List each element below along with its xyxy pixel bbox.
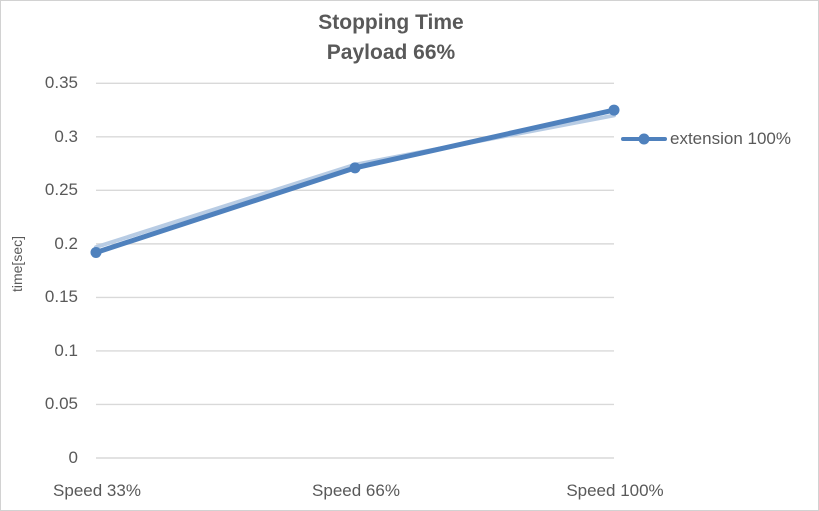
x-tick-label: Speed 100% [566,481,664,500]
x-tick-label: Speed 66% [312,481,400,500]
data-point-marker [608,104,620,116]
legend-entry-label: extension 100% [670,129,791,148]
x-tick-label: Speed 33% [53,481,141,500]
legend-line-marker-icon [621,133,667,145]
chart-title-block: Stopping Time Payload 66% [1,8,781,68]
y-tick-label: 0.1 [54,340,78,360]
y-tick-label: 0.2 [54,233,78,253]
y-tick-label: 0.3 [54,126,78,146]
y-axis-title: time[sec] [9,236,25,293]
data-point-marker [349,162,361,174]
legend: extension 100% [621,128,791,150]
chart-title: Stopping Time [318,11,464,34]
data-point-marker [90,246,102,258]
y-tick-label: 0.35 [44,73,78,93]
y-tick-label: 0.15 [44,287,78,307]
legend-dot-icon [638,133,650,145]
y-tick-label: 0 [68,448,78,467]
chart-subtitle: Payload 66% [326,41,456,64]
y-tick-label: 0.25 [44,180,78,200]
y-tick-label: 0.05 [44,394,78,414]
